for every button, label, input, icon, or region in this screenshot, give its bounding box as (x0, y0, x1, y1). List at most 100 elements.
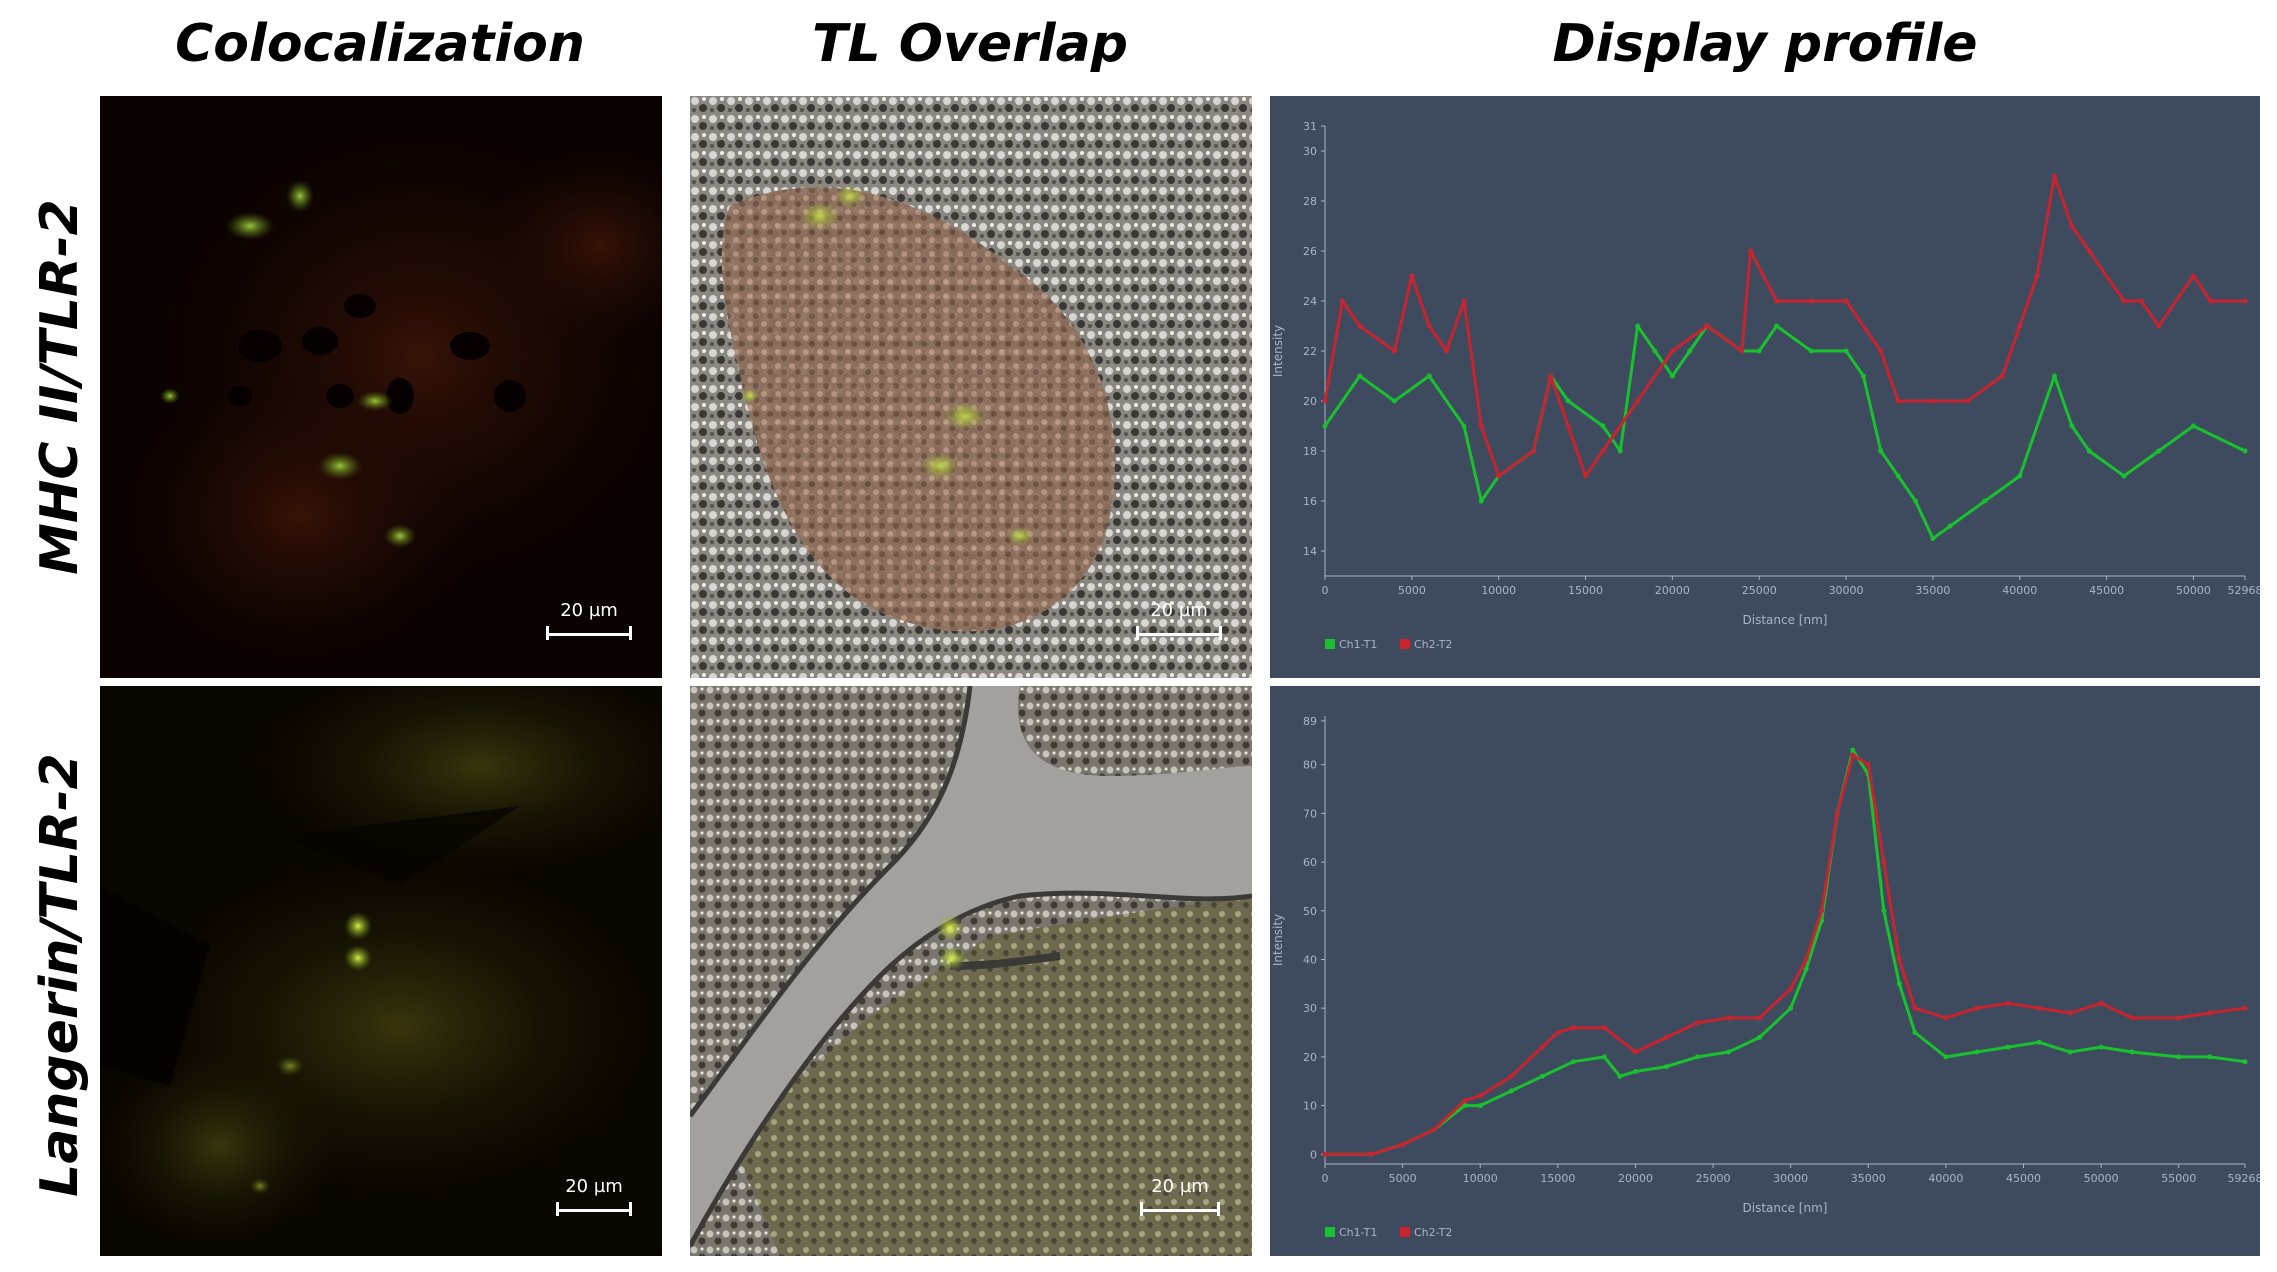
data-point (1508, 1088, 1514, 1094)
y-tick-label: 80 (1303, 759, 1317, 772)
data-point (1748, 248, 1754, 254)
data-point (1663, 1064, 1669, 1070)
data-point (2176, 1015, 2182, 1021)
data-point (1600, 448, 1606, 454)
data-point (1539, 1073, 1545, 1079)
data-point (1462, 1098, 1468, 1104)
legend-swatch (1400, 1227, 1410, 1237)
data-point (2208, 298, 2214, 304)
data-point (1652, 348, 1658, 354)
scale-bar-label: 20 µm (1151, 1176, 1209, 1197)
y-tick-label: 30 (1303, 145, 1317, 158)
data-point (1850, 752, 1856, 758)
x-tick-label: 10000 (1481, 584, 1516, 597)
x-tick-label: 20000 (1655, 584, 1690, 597)
data-point (1808, 348, 1814, 354)
data-point (1843, 348, 1849, 354)
y-tick-label: 18 (1303, 445, 1317, 458)
legend-label: Ch1-T1 (1339, 638, 1377, 651)
row-title-langerin-tlr2: Langerin/TLR-2 (30, 753, 90, 1197)
data-point (1774, 298, 1780, 304)
data-point (1850, 747, 1856, 753)
x-tick-label: 0 (1322, 584, 1329, 597)
column-title-display-profile: Display profile (1552, 14, 1978, 74)
row-title-mhc-ii-tlr2: MHC II/TLR-2 (30, 199, 90, 575)
data-point (1704, 323, 1710, 329)
micrograph-tl-overlap-row2: 20 µm (690, 686, 1252, 1256)
data-point (1570, 1025, 1576, 1031)
data-point (1860, 373, 1866, 379)
data-point (1508, 1073, 1514, 1079)
scale-bar-label: 20 µm (565, 1176, 623, 1197)
data-point (1357, 373, 1363, 379)
data-point (1409, 273, 1415, 279)
data-point (1555, 1030, 1561, 1036)
y-tick-label: 70 (1303, 807, 1317, 820)
data-point (1669, 348, 1675, 354)
data-point (1391, 398, 1397, 404)
y-tick-label: 26 (1303, 245, 1317, 258)
data-point (1461, 298, 1467, 304)
y-tick-label: 89 (1303, 715, 1317, 728)
y-tick-label: 14 (1303, 545, 1317, 558)
chart-panel-row2: 0 10 20 30 40 50 60 70 80 89 0 5000 10000 15000 20000 2… (1270, 686, 2260, 1256)
data-point (1834, 810, 1840, 816)
data-point (1756, 348, 1762, 354)
data-point (1426, 323, 1432, 329)
data-point (1965, 398, 1971, 404)
data-point (2190, 423, 2196, 429)
chart-background (1270, 96, 2260, 678)
chart-panel-row1: 14 16 18 20 22 24 26 28 30 31 0 5000 10000 15000 20000… (1270, 96, 2260, 678)
data-point (1878, 348, 1884, 354)
scale-bar-label: 20 µm (1150, 600, 1208, 621)
data-point (1913, 498, 1919, 504)
x-tick-label: 20000 (1618, 1172, 1653, 1185)
y-tick-label: 10 (1303, 1100, 1317, 1113)
data-point (1687, 348, 1693, 354)
data-point (1617, 448, 1623, 454)
data-point (2051, 173, 2057, 179)
scale-bar: 20 µm (1140, 1176, 1220, 1216)
data-point (1930, 398, 1936, 404)
data-point (1895, 398, 1901, 404)
x-tick-label: 59268 (2228, 1172, 2261, 1185)
data-point (1339, 298, 1345, 304)
data-point (2051, 373, 2057, 379)
x-tick-label: 50000 (2176, 584, 2211, 597)
data-point (1357, 323, 1363, 329)
data-point (1757, 1015, 1763, 1021)
data-point (2242, 298, 2248, 304)
data-point (2017, 323, 2023, 329)
legend-label: Ch2-T2 (1414, 638, 1452, 651)
y-tick-label: 0 (1310, 1148, 1317, 1161)
data-point (1530, 448, 1536, 454)
x-tick-label: 40000 (1928, 1172, 1963, 1185)
data-point (1896, 981, 1902, 987)
data-point (1739, 348, 1745, 354)
y-tick-label: 16 (1303, 495, 1317, 508)
legend-swatch (1400, 639, 1410, 649)
data-point (1808, 298, 1814, 304)
data-point (2067, 1010, 2073, 1016)
y-tick-label: 20 (1303, 395, 1317, 408)
data-point (2036, 1005, 2042, 1011)
data-point (1895, 473, 1901, 479)
data-point (1548, 373, 1554, 379)
data-point (1369, 1151, 1375, 1157)
data-point (2207, 1054, 2213, 1060)
data-point (1695, 1054, 1701, 1060)
y-tick-label: 24 (1303, 295, 1317, 308)
data-point (1943, 1015, 1949, 1021)
x-tick-label: 35000 (1915, 584, 1950, 597)
y-tick-label: 28 (1303, 195, 1317, 208)
data-point (2067, 1049, 2073, 1055)
data-point (2129, 1015, 2135, 1021)
column-title-colocalization: Colocalization (175, 14, 585, 74)
micrograph-colocalization-row1: 20 µm (100, 96, 662, 678)
data-point (1478, 498, 1484, 504)
scale-bar: 20 µm (546, 600, 632, 640)
data-point (2242, 1059, 2248, 1065)
data-point (1974, 1005, 1980, 1011)
data-point (1570, 1059, 1576, 1065)
data-point (1391, 348, 1397, 354)
